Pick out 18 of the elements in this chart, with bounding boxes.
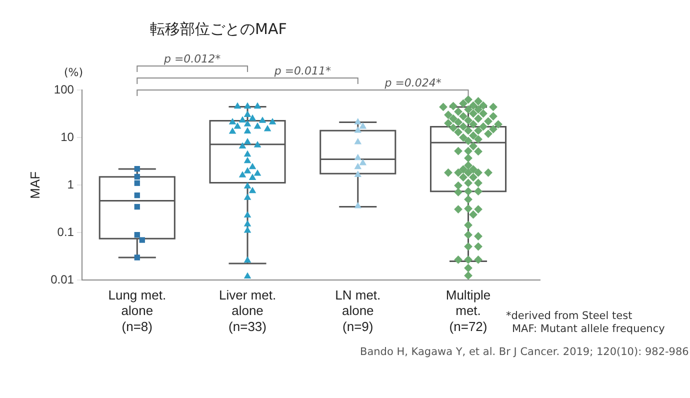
text: p =0.024*	[384, 76, 442, 90]
text: p =0.012*	[162, 52, 222, 66]
x-tick-label: LN met. alone (n=9)	[335, 288, 381, 334]
y-axis-title: MAF	[27, 171, 42, 199]
y-tick-label: 100	[54, 82, 74, 96]
text: (%)	[64, 66, 84, 79]
x-tick-label: Multiple met. (n=72)	[446, 288, 491, 334]
text: *derived from Steel test	[506, 310, 632, 322]
text: p =0.011*	[273, 64, 332, 78]
text: Bando H, Kagawa Y, et al. Br J Cancer. 2019; 120(10): 982-986	[360, 346, 689, 358]
y-tick-label: 0.01	[50, 272, 74, 287]
x-tick-label: Liver met. alone (n=33)	[218, 288, 276, 334]
y-tick-label: 1	[67, 177, 74, 192]
y-tick-label: 10	[60, 130, 74, 144]
text: MAF: Mutant allele frequency	[512, 323, 665, 335]
chart-title: 転移部位ごとのMAF	[150, 20, 287, 39]
y-tick-label: 0.1	[57, 224, 74, 239]
x-tick-label: Lung met. alone (n=8)	[108, 288, 166, 334]
